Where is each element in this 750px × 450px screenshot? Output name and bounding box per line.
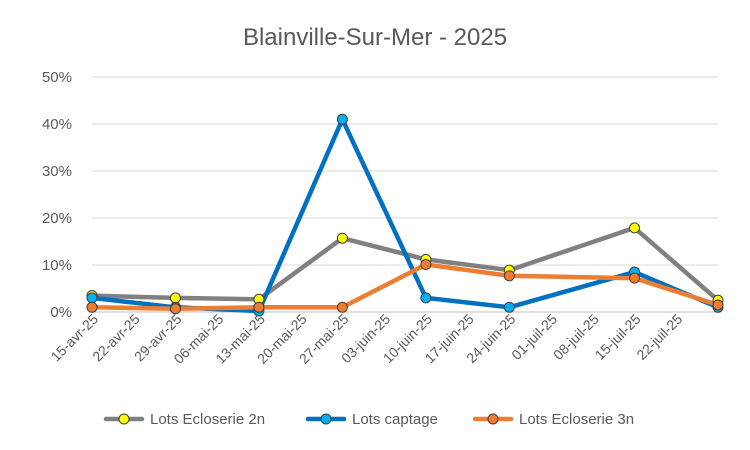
data-point [169,303,181,315]
gridlines [92,76,718,313]
chart-title: Blainville-Sur-Mer - 2025 [243,24,507,51]
y-tick-label: 50% [42,69,72,86]
data-point [420,292,432,304]
series-line-2 [89,262,721,311]
data-point [503,301,515,313]
data-point [629,222,641,234]
series-group [86,113,724,317]
data-point [336,113,348,125]
y-tick-label: 20% [42,210,72,227]
legend-marker-1 [320,413,332,425]
x-tick-label: 22-juil-25 [633,311,685,363]
y-tick-label: 40% [42,116,72,133]
legend-label: Lots captage [352,411,438,428]
data-point [420,259,432,271]
y-tick-label: 0% [50,304,72,321]
data-point [253,301,265,313]
legend-label: Lots Ecloserie 2n [150,411,265,428]
series-line-0 [89,225,721,303]
data-point [336,232,348,244]
legend: Lots Ecloserie 2n Lots captage Lots Eclose… [103,411,634,428]
data-point [712,299,724,311]
x-axis-ticks: 15-avr-2522-avr-2529-avr-2506-mai-2513-m… [47,311,685,367]
data-point [86,292,98,304]
legend-marker-0 [118,413,130,425]
data-point [336,301,348,313]
data-point [86,301,98,313]
y-axis-ticks: 0% 10% 20% 30% 40% 50% [42,69,72,321]
y-tick-label: 30% [42,163,72,180]
legend-label: Lots Ecloserie 3n [519,411,634,428]
series-line-1 [89,117,721,314]
data-point [503,270,515,282]
data-point [629,272,641,284]
data-point [169,292,181,304]
legend-marker-2 [487,413,499,425]
y-tick-label: 10% [42,257,72,274]
